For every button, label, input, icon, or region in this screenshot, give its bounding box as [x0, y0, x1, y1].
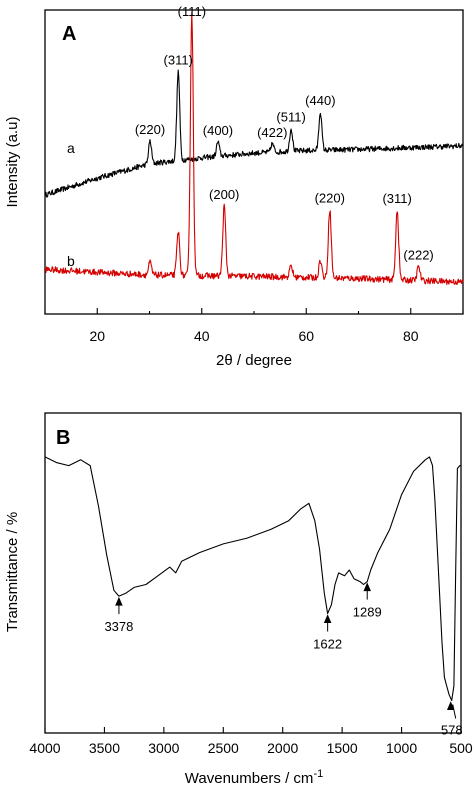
series-a-trace [44, 69, 464, 198]
panel-a-y-axis-title: Intensity (a.u) [4, 117, 21, 208]
panel-b-x-tick-label: 3500 [89, 740, 120, 756]
panel-a-peak-labels: (220) (311) (400) (422)(511)(440) (111) (200)… [135, 4, 434, 263]
panel-a-chart: A 20 40 60 80 (220) (311) (400) (422)(511)(440… [4, 4, 464, 369]
panel-b-x-tick-label: 1000 [386, 740, 417, 756]
peak-label: (400) [203, 123, 233, 138]
peak-annotation-label: 1289 [353, 605, 382, 620]
panel-a-x-axis-title: 2θ / degree [216, 352, 292, 369]
peak-annotation-label: 578 [441, 723, 463, 738]
annotation-arrowhead [115, 596, 123, 606]
series-b-label: b [67, 253, 75, 269]
peak-label: (311) [382, 191, 411, 206]
panel-a-x-tick-label: 60 [298, 328, 314, 344]
panel-a-letter: A [62, 23, 76, 45]
peak-label: (440) [305, 93, 335, 108]
panel-b-x-tick-label: 4000 [29, 740, 60, 756]
panel-b-x-axis-title-superscript: -1 [313, 768, 323, 780]
panel-b-x-tick-label: 2000 [267, 740, 298, 756]
panel-b-letter: B [56, 427, 70, 449]
annotation-arrowhead [446, 701, 455, 710]
annotation-arrow [452, 704, 457, 719]
annotation-arrowhead [323, 614, 332, 623]
peak-label: (422) [257, 125, 287, 140]
panel-b-x-axis-title: Wavenumbers / cm-1 [185, 768, 323, 787]
peak-label: (311) [164, 53, 193, 68]
panel-a-x-tick-label: 20 [89, 328, 105, 344]
panel-a-x-ticks: 20 40 60 80 [44, 308, 464, 344]
panel-b-y-axis-title: Transmittance / % [4, 512, 21, 632]
panel-b-chart: B 4000 3500 3000 2500 2000 1500 1000 500 3378 16… [4, 412, 473, 787]
panel-a-x-tick-label: 40 [194, 328, 210, 344]
panel-b-traces [44, 456, 461, 702]
panel-b-x-tick-label: 2500 [208, 740, 239, 756]
peak-label: (511) [276, 109, 305, 124]
panel-b-peak-annotations: 3378 1622 1289 578 [104, 582, 463, 738]
panel-a-traces [44, 11, 464, 286]
ftir-trace [44, 456, 461, 702]
peak-label: (220) [135, 122, 165, 137]
series-b-trace [44, 11, 464, 286]
series-a-label: a [67, 140, 75, 156]
peak-label: (111) [178, 4, 206, 19]
peak-annotation-label: 1622 [313, 637, 342, 652]
peak-label: (220) [315, 190, 345, 205]
peak-annotation-label: 3378 [104, 619, 133, 634]
peak-label: (200) [209, 187, 239, 202]
panel-b-x-ticks: 4000 3500 3000 2500 2000 1500 1000 500 [29, 727, 473, 756]
annotation-arrowhead [363, 582, 371, 592]
panel-b-x-tick-label: 500 [449, 740, 473, 756]
panel-b-x-tick-label: 3000 [148, 740, 179, 756]
panel-b-frame [44, 412, 462, 734]
panel-a-x-tick-label: 80 [403, 328, 419, 344]
panel-b-x-axis-title-text: Wavenumbers / cm [185, 770, 314, 787]
peak-label: (222) [403, 248, 433, 263]
panel-b-x-tick-label: 1500 [327, 740, 358, 756]
